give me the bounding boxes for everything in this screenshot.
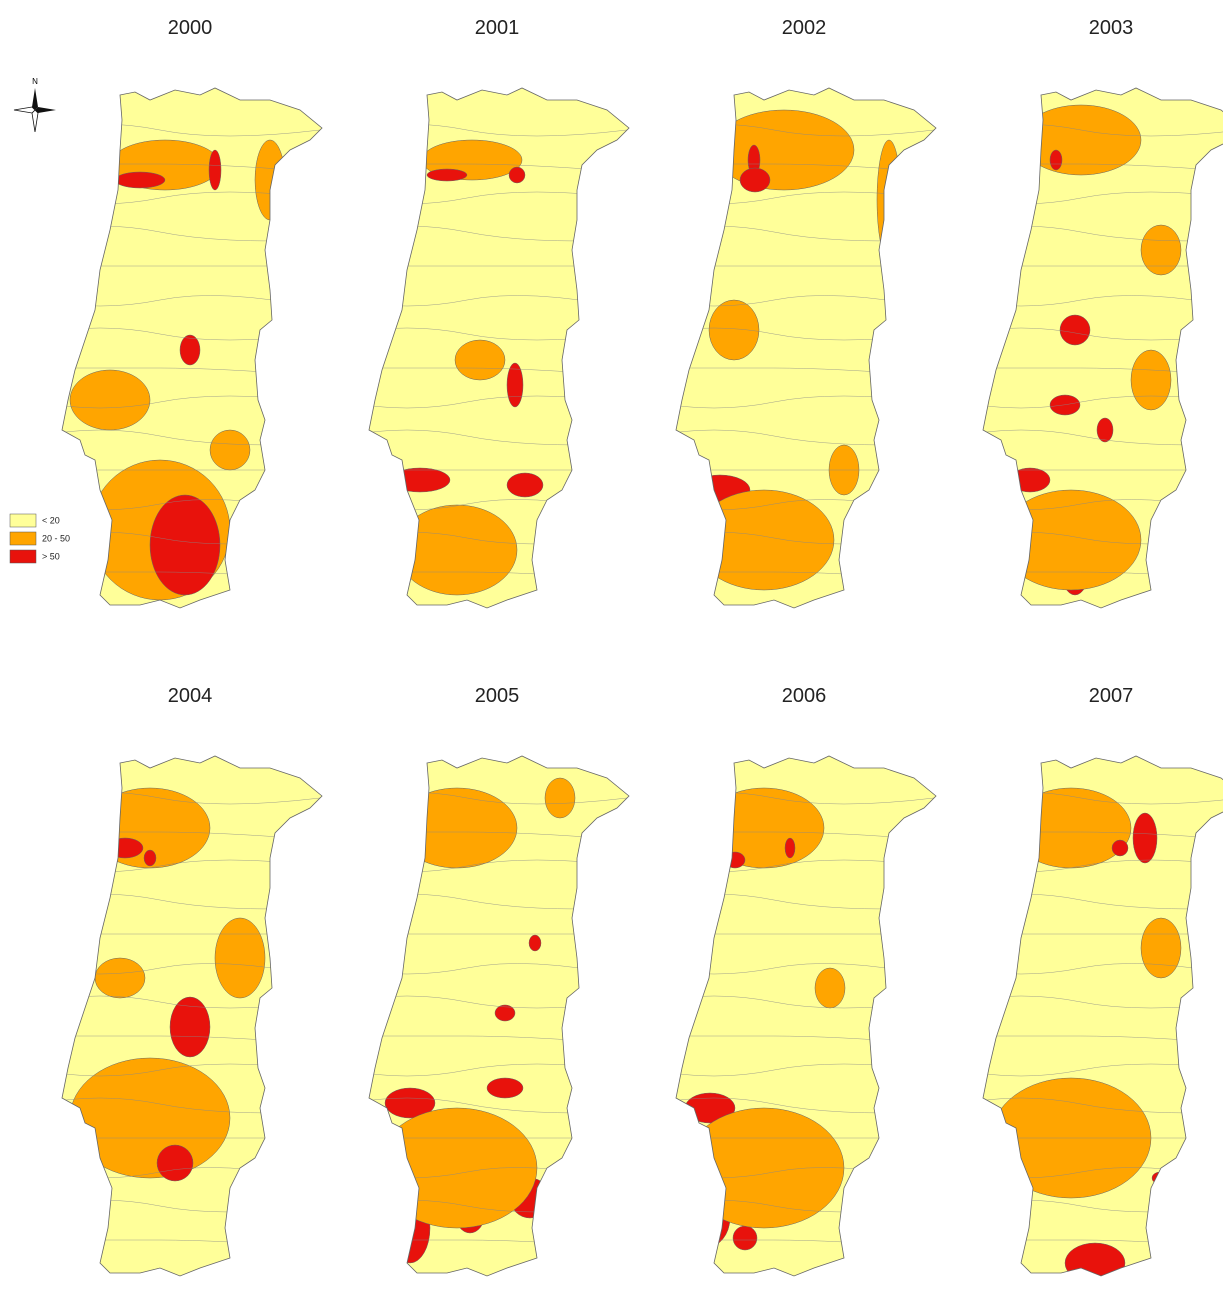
region xyxy=(1060,315,1090,345)
region xyxy=(180,335,200,365)
map-title: 2007 xyxy=(1089,685,1134,707)
region xyxy=(785,838,795,858)
legend-swatch xyxy=(10,532,36,545)
region xyxy=(725,852,745,868)
region xyxy=(740,168,770,192)
region xyxy=(1001,490,1141,590)
legend-swatch xyxy=(10,514,36,527)
region xyxy=(1097,418,1113,442)
region xyxy=(714,110,854,190)
region xyxy=(107,838,143,858)
region xyxy=(690,825,710,841)
compass-label: N xyxy=(32,77,38,86)
map-title: 2004 xyxy=(168,685,213,707)
map-grid: N 2000 2001 2002 2003 2004 2005 2006 2007 < 20 20… xyxy=(0,0,1223,1302)
choropleth-map xyxy=(961,756,1223,1283)
region xyxy=(1141,918,1181,978)
region xyxy=(694,490,834,590)
choropleth-map xyxy=(961,88,1223,608)
region xyxy=(115,172,165,188)
legend-swatch xyxy=(10,550,36,563)
choropleth-map xyxy=(40,88,322,608)
region xyxy=(397,788,517,868)
map-title: 2005 xyxy=(475,685,520,707)
region xyxy=(1050,395,1080,415)
region xyxy=(709,300,759,360)
region xyxy=(150,495,220,595)
choropleth-map xyxy=(347,756,629,1276)
region xyxy=(1152,1172,1168,1184)
region xyxy=(507,473,543,497)
region xyxy=(157,1145,193,1181)
region xyxy=(1050,150,1062,170)
choropleth-map xyxy=(347,88,629,608)
region xyxy=(1021,105,1141,175)
region xyxy=(507,363,523,407)
map-title: 2006 xyxy=(782,685,827,707)
legend-label: < 20 xyxy=(42,515,60,525)
region xyxy=(170,997,210,1057)
region xyxy=(427,169,467,181)
region xyxy=(210,430,250,470)
region xyxy=(455,340,505,380)
region xyxy=(684,1108,844,1228)
map-title: 2001 xyxy=(475,17,520,39)
map-title: 2000 xyxy=(168,17,213,39)
legend-label: > 50 xyxy=(42,551,60,561)
region xyxy=(1141,225,1181,275)
region xyxy=(215,918,265,998)
region xyxy=(70,370,150,430)
region xyxy=(509,167,525,183)
region xyxy=(397,505,517,595)
region xyxy=(704,788,824,868)
region xyxy=(733,1226,757,1250)
region xyxy=(1133,813,1157,863)
region xyxy=(1112,840,1128,856)
region xyxy=(95,958,145,998)
region xyxy=(680,1188,730,1248)
region xyxy=(209,150,221,190)
choropleth-map xyxy=(654,756,936,1276)
choropleth-map xyxy=(654,88,936,608)
region xyxy=(377,1108,537,1228)
map-title: 2002 xyxy=(782,17,827,39)
region xyxy=(545,778,575,818)
region xyxy=(1131,350,1171,410)
compass: N xyxy=(14,77,56,132)
region xyxy=(815,968,845,1008)
region xyxy=(1065,1243,1125,1283)
region xyxy=(487,1078,523,1098)
region xyxy=(144,850,156,866)
region xyxy=(529,935,541,951)
map-title: 2003 xyxy=(1089,17,1134,39)
region xyxy=(390,468,450,492)
legend-label: 20 - 50 xyxy=(42,533,70,543)
choropleth-map xyxy=(40,756,322,1276)
region xyxy=(1011,788,1131,868)
region xyxy=(1010,468,1050,492)
